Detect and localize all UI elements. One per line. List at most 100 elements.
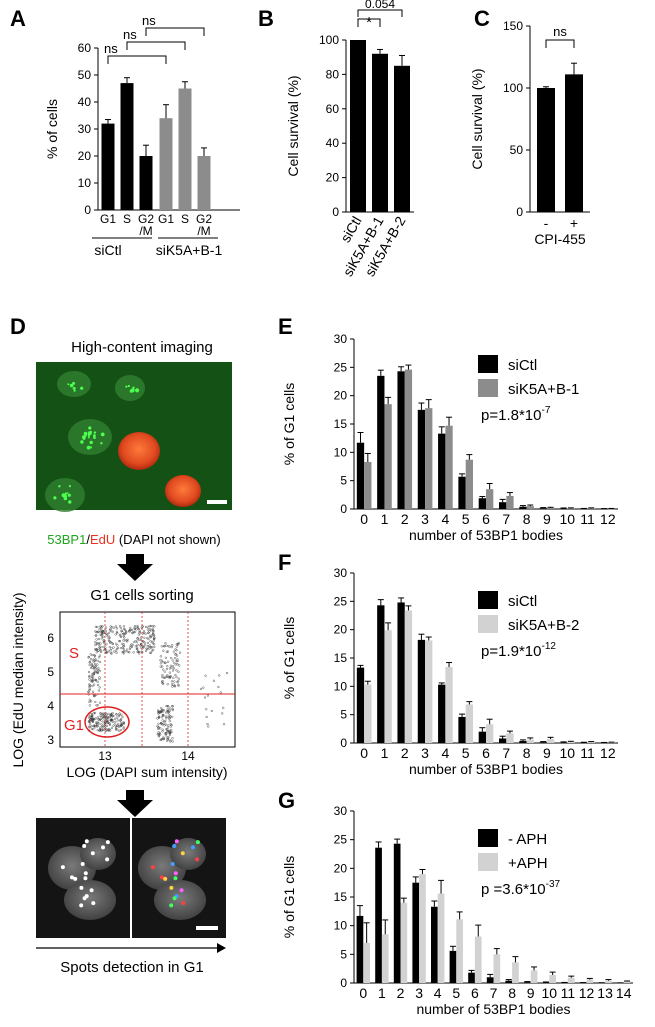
scatter-dot-2-32 bbox=[134, 645, 137, 648]
scatter-dot-0-166 bbox=[98, 729, 101, 733]
caption-separator: / bbox=[86, 532, 90, 547]
a-ytick-label-10: 10 bbox=[78, 176, 92, 190]
scatter-dot-4-87 bbox=[175, 660, 178, 663]
c-ytick-label-0: 0 bbox=[516, 205, 523, 219]
spot-detected-2-0 bbox=[169, 903, 174, 908]
scatter-dot-4-66 bbox=[166, 674, 169, 677]
spot-raw-1-1 bbox=[105, 840, 110, 845]
g-ytick-label-25: 25 bbox=[334, 833, 348, 847]
g-bar-s1-11 bbox=[567, 977, 575, 983]
scatter-dot-2-249 bbox=[116, 644, 119, 647]
g-ytick-label-0: 0 bbox=[340, 976, 347, 990]
scatter-dot-3-8 bbox=[90, 662, 94, 665]
scatter-dot-2-2 bbox=[131, 631, 134, 635]
g-bar-s0-12 bbox=[579, 982, 587, 984]
scatter-dot-2-89 bbox=[100, 625, 103, 628]
scatter-dot-2-63 bbox=[128, 651, 131, 654]
g-xtick-7: 7 bbox=[490, 985, 498, 1001]
scatter-dot-2-166 bbox=[133, 624, 136, 628]
scatter-dot-2-157 bbox=[122, 639, 125, 642]
g-xtick-11: 11 bbox=[561, 985, 576, 1001]
scatter-dot-2-163 bbox=[123, 639, 127, 642]
scatter-dot-3-80 bbox=[94, 664, 97, 668]
g-pvalue-exp: -37 bbox=[546, 879, 561, 890]
scatter-dot-1-62 bbox=[157, 735, 160, 738]
e-xtick-0: 0 bbox=[360, 511, 368, 527]
scatter-dot-2-203 bbox=[109, 640, 112, 644]
scatter-dot-3-81 bbox=[96, 670, 99, 674]
scatter-dot-1-72 bbox=[164, 723, 167, 726]
scatter-dot-4-50 bbox=[166, 665, 169, 668]
e-xtick-10: 10 bbox=[559, 511, 575, 527]
scatter-dot-2-207 bbox=[119, 635, 123, 638]
scatter-dot-1-89 bbox=[168, 732, 171, 735]
f-legend-swatch-1 bbox=[478, 615, 498, 633]
f-bar-s0-8 bbox=[519, 741, 527, 743]
scatter-dot-2-252 bbox=[94, 625, 97, 628]
scatter-dot-2-210 bbox=[152, 639, 155, 642]
scatter-dot-2-125 bbox=[140, 646, 143, 649]
c-ytick-label-100: 100 bbox=[503, 81, 523, 95]
spot-raw-2-2 bbox=[89, 888, 94, 893]
f-xlabel: number of 53BP1 bodies bbox=[409, 761, 563, 777]
f-bar-s1-2 bbox=[404, 610, 413, 743]
scatter-dot-2-60 bbox=[114, 625, 117, 628]
scatter-dot-2-78 bbox=[147, 626, 150, 629]
scatter-dot-5-2 bbox=[207, 725, 210, 728]
scatter-dot-2-44 bbox=[132, 651, 135, 654]
scatter-dot-3-34 bbox=[90, 673, 94, 676]
g-xtick-3: 3 bbox=[415, 985, 423, 1001]
scatter-dot-0-10 bbox=[94, 717, 97, 720]
scatter-dot-3-55 bbox=[90, 664, 93, 667]
scatter-dot-4-16 bbox=[162, 649, 165, 652]
scatter-dot-3-73 bbox=[96, 680, 99, 683]
scatter-dot-2-138 bbox=[110, 629, 113, 633]
focus-2-8 bbox=[93, 434, 96, 438]
f-xtick-8: 8 bbox=[523, 745, 531, 761]
scatter-dot-1-88 bbox=[164, 719, 167, 722]
f-xtick-1: 1 bbox=[381, 745, 389, 761]
scatter-dot-0-150 bbox=[93, 726, 97, 729]
spot-detected-1-2 bbox=[180, 851, 185, 856]
scatter-dot-3-83 bbox=[87, 690, 90, 693]
scatter-dot-5-1 bbox=[219, 691, 222, 694]
scatter-dot-3-9 bbox=[88, 678, 91, 681]
scatter-dot-2-145 bbox=[112, 626, 115, 629]
scatter-dot-2-29 bbox=[148, 628, 151, 631]
spot-detected-1-4 bbox=[195, 857, 200, 862]
b-ytick-label-80: 80 bbox=[326, 67, 340, 81]
e-ytick-label-30: 30 bbox=[334, 332, 348, 346]
scatter-xtick-14: 14 bbox=[181, 749, 195, 763]
e-bar-s1-4 bbox=[445, 425, 453, 509]
scatter-dot-0-151 bbox=[108, 722, 111, 725]
e-ytick-label-5: 5 bbox=[340, 474, 347, 488]
gate-label-g1: G1 bbox=[64, 717, 84, 734]
spot-raw-2-1 bbox=[79, 885, 84, 890]
scatter-dot-0-143 bbox=[115, 713, 118, 716]
focus-2-17 bbox=[87, 431, 92, 436]
scatter-dot-3-68 bbox=[96, 683, 100, 687]
scatter-dot-2-134 bbox=[122, 625, 125, 628]
spot-raw-1-3 bbox=[84, 839, 89, 844]
scatter-dot-4-5 bbox=[167, 644, 170, 648]
scatter-dot-3-20 bbox=[87, 670, 91, 674]
scatter-dot-1-107 bbox=[169, 715, 172, 718]
a-bracket-0 bbox=[107, 55, 167, 64]
scatter-dot-0-147 bbox=[120, 724, 123, 727]
scatter-dot-4-23 bbox=[159, 655, 162, 658]
c-xlabel: CPI-455 bbox=[534, 231, 586, 247]
f-bar-s0-9 bbox=[539, 742, 547, 743]
scatter-dot-0-62 bbox=[116, 719, 119, 722]
scatter-dot-2-243 bbox=[97, 643, 100, 646]
scatter-dot-4-57 bbox=[164, 661, 167, 664]
focus-2-6 bbox=[87, 436, 90, 439]
scatter-dot-1-71 bbox=[162, 737, 165, 740]
scatter-dot-2-45 bbox=[99, 642, 102, 645]
e-xtick-4: 4 bbox=[441, 511, 449, 527]
scatter-dot-1-99 bbox=[160, 710, 163, 713]
scatter-dot-0-162 bbox=[92, 712, 95, 715]
f-bar-s1-4 bbox=[445, 667, 453, 743]
scatter-dot-1-94 bbox=[166, 738, 169, 741]
scatter-dot-4-52 bbox=[170, 666, 173, 669]
